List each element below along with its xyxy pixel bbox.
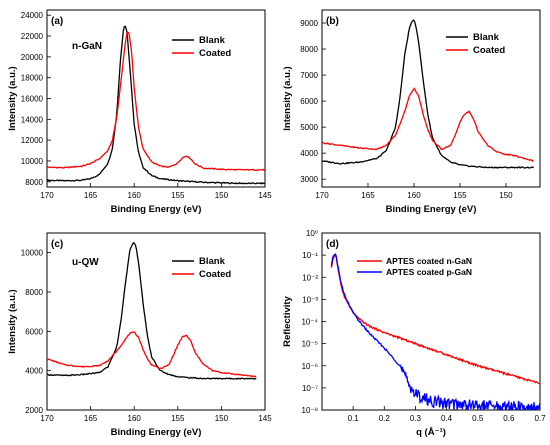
y-tick-label: 10⁻⁴ bbox=[301, 318, 318, 327]
chart-panel-2: 3000 4000 5000 6000 7000 8000 9000 170 165 160 155… bbox=[282, 9, 541, 215]
x-tick-label: 0.2 bbox=[379, 414, 391, 423]
panel-label: (c) bbox=[51, 239, 63, 250]
legend-label: Coated bbox=[473, 45, 505, 56]
plot-frame bbox=[46, 232, 266, 411]
y-tick-label: 6000 bbox=[300, 97, 318, 106]
y-tick-label: 18000 bbox=[21, 74, 44, 83]
y-axis-label: Reflectivity bbox=[282, 295, 293, 346]
x-tick-label: 155 bbox=[171, 414, 185, 423]
legend-label: Blank bbox=[473, 32, 500, 43]
y-axis-label: Intensity (a.u.) bbox=[282, 66, 293, 130]
y-tick-label: 8000 bbox=[25, 178, 43, 187]
series-line-2 bbox=[330, 253, 540, 410]
x-tick-label: 0.1 bbox=[348, 414, 360, 423]
y-tick-label: 14000 bbox=[21, 115, 44, 124]
x-tick-label: 170 bbox=[40, 414, 54, 423]
y-tick-label: 8000 bbox=[300, 45, 318, 54]
series-line-2 bbox=[322, 87, 534, 163]
series-line-1 bbox=[47, 25, 265, 185]
y-tick-label: 10⁻² bbox=[302, 273, 318, 282]
x-axis-label: Binding Energy (eV) bbox=[111, 427, 202, 438]
x-tick-label: 160 bbox=[407, 191, 421, 200]
x-tick-label: 145 bbox=[258, 191, 272, 200]
y-tick-label: 10⁻⁸ bbox=[302, 406, 319, 415]
x-tick-label: 155 bbox=[453, 191, 467, 200]
y-tick-label: 7000 bbox=[300, 71, 318, 80]
y-tick-label: 8000 bbox=[25, 288, 43, 297]
y-tick-label: 9000 bbox=[300, 19, 318, 28]
x-tick-label: 170 bbox=[315, 191, 329, 200]
y-tick-label: 22000 bbox=[21, 32, 44, 41]
x-tick-label: 150 bbox=[215, 414, 229, 423]
y-axis-label: Intensity (a.u.) bbox=[7, 289, 18, 353]
x-tick-label: 165 bbox=[84, 414, 98, 423]
x-tick-label: 150 bbox=[499, 191, 513, 200]
x-tick-label: 0.7 bbox=[534, 414, 546, 423]
x-tick-label: 150 bbox=[215, 191, 229, 200]
sample-label: u-QW bbox=[72, 257, 99, 268]
legend-label: Coated bbox=[199, 48, 231, 59]
x-tick-label: 0.4 bbox=[441, 414, 453, 423]
x-tick-label: 145 bbox=[258, 414, 272, 423]
legend-label: Blank bbox=[199, 256, 226, 267]
x-tick-label: 170 bbox=[40, 191, 54, 200]
series-line-1 bbox=[330, 253, 540, 385]
y-tick-label: 6000 bbox=[25, 327, 43, 336]
y-tick-label: 12000 bbox=[21, 136, 44, 145]
x-tick-label: 165 bbox=[84, 191, 98, 200]
plot-frame bbox=[46, 9, 266, 188]
y-tick-label: 10⁻⁵ bbox=[302, 340, 318, 349]
x-tick-label: 0.3 bbox=[410, 414, 422, 423]
y-tick-label: 2000 bbox=[25, 406, 43, 415]
y-tick-label: 3000 bbox=[300, 175, 318, 184]
series-line-1 bbox=[322, 19, 535, 169]
chart-panel-4: 10⁻⁸ 10⁻⁷ 10⁻⁶ 10⁻⁵ 10⁻⁴ 10⁻³ 10⁻² 10⁻¹ 10⁰ 0.1 0.… bbox=[282, 229, 546, 438]
x-tick-label: 165 bbox=[361, 191, 375, 200]
panel-label: (a) bbox=[51, 16, 63, 27]
y-tick-label: 20000 bbox=[21, 53, 44, 62]
y-tick-label: 10⁰ bbox=[306, 229, 318, 238]
y-tick-label: 10⁻⁶ bbox=[302, 362, 318, 371]
legend-label: Coated bbox=[199, 269, 231, 280]
x-tick-label: 160 bbox=[128, 414, 142, 423]
x-tick-label: 0.6 bbox=[503, 414, 515, 423]
legend-label: APTES coated n-GaN bbox=[386, 256, 472, 266]
panel-label: (d) bbox=[326, 239, 339, 250]
series-line-2 bbox=[47, 331, 257, 378]
y-tick-label: 4000 bbox=[300, 149, 318, 158]
y-tick-label: 5000 bbox=[300, 123, 318, 132]
x-axis-label: Binding Energy (eV) bbox=[386, 204, 477, 215]
x-tick-label: 160 bbox=[128, 191, 142, 200]
series-line-2 bbox=[47, 30, 265, 172]
chart-panel-1: 8000 10000 12000 14000 16000 18000 20000 22000 2… bbox=[7, 9, 272, 215]
plot-frame bbox=[321, 9, 541, 188]
y-tick-label: 4000 bbox=[25, 367, 43, 376]
y-axis-label: Intensity (a.u.) bbox=[7, 66, 18, 130]
x-axis-label: q (Å⁻¹) bbox=[416, 427, 446, 438]
x-tick-label: 0.5 bbox=[472, 414, 484, 423]
y-tick-label: 10⁻⁷ bbox=[302, 384, 318, 393]
y-tick-label: 16000 bbox=[21, 95, 44, 104]
chart-panel-3: 2000 4000 6000 8000 10000 170 165 160 155 150 145 B… bbox=[7, 232, 272, 438]
x-tick-label: 155 bbox=[171, 191, 185, 200]
y-tick-label: 10000 bbox=[21, 157, 44, 166]
series-line-1 bbox=[47, 241, 257, 380]
sample-label: n-GaN bbox=[72, 41, 102, 52]
y-tick-label: 24000 bbox=[21, 11, 44, 20]
y-tick-label: 10⁻³ bbox=[302, 295, 318, 304]
x-axis-label: Binding Energy (eV) bbox=[111, 204, 202, 215]
legend-label: Blank bbox=[199, 35, 226, 46]
panel-label: (b) bbox=[326, 16, 339, 27]
y-tick-label: 10⁻¹ bbox=[302, 251, 318, 260]
legend-label: APTES coated p-GaN bbox=[386, 267, 472, 277]
y-tick-label: 10000 bbox=[21, 249, 44, 258]
